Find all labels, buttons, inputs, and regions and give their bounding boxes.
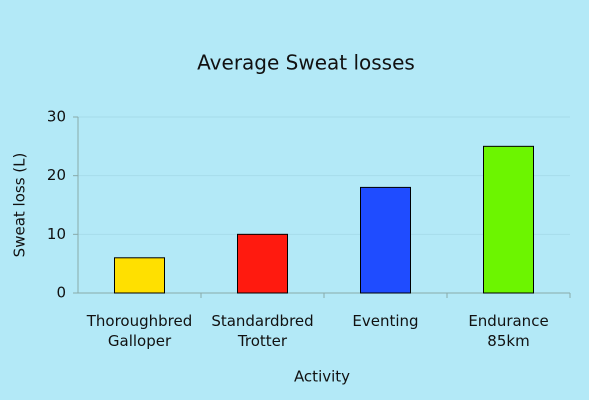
x-tick-label: Eventing [352, 312, 419, 330]
x-axis-label: Activity [294, 368, 350, 386]
x-tick-label: Thoroughbred Galloper [86, 312, 193, 350]
bar [483, 145, 534, 294]
chart-title: Average Sweat losses [197, 51, 415, 75]
y-axis-label: Sweat loss (L) [11, 153, 29, 258]
x-tick-label: Standardbred Trotter [211, 312, 314, 350]
bar [114, 257, 165, 294]
y-tick-label: 10 [47, 225, 66, 243]
y-tick-label: 30 [47, 108, 66, 126]
y-tick-label: 0 [56, 284, 66, 302]
bar [360, 186, 411, 294]
x-tick-label: Endurance 85km [468, 312, 549, 350]
bar [237, 233, 288, 294]
y-tick-label: 20 [47, 166, 66, 184]
